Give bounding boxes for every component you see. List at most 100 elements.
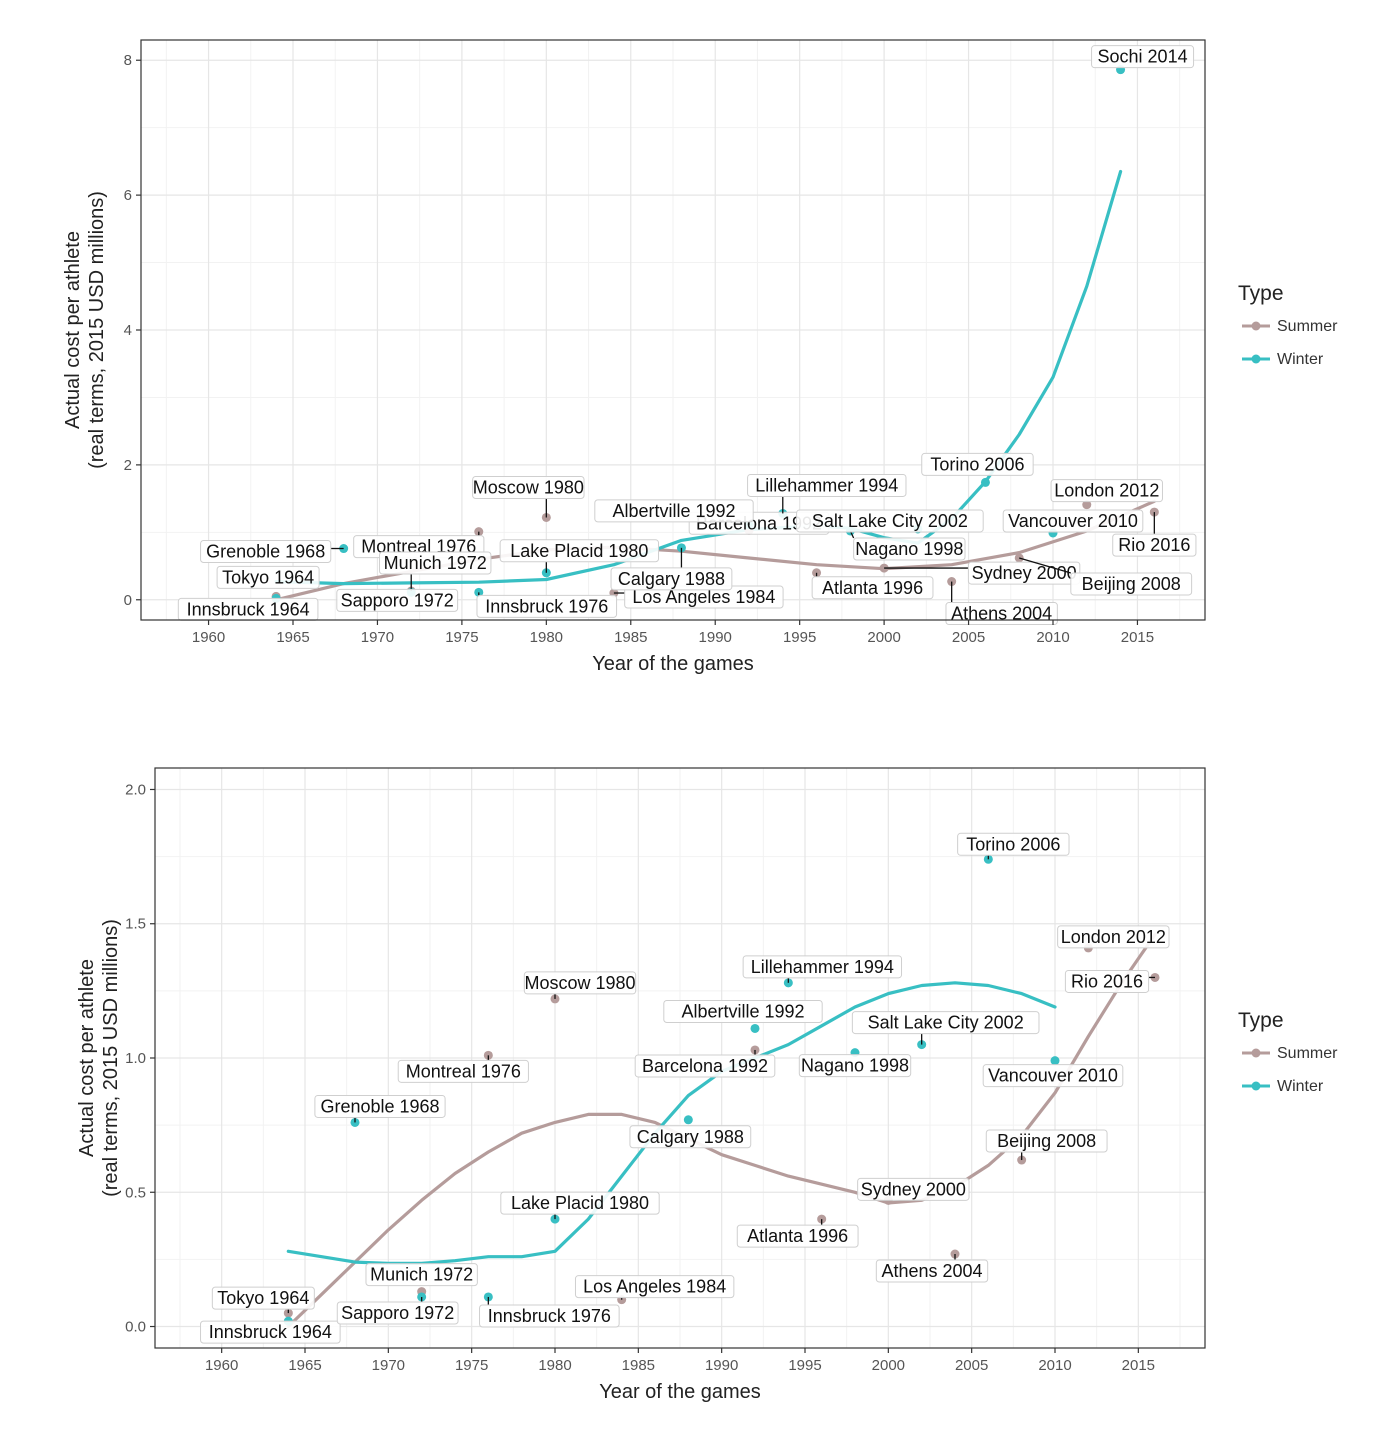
y-tick-label: 2 xyxy=(124,457,132,474)
point-label-sydney-2000: Sydney 2000 xyxy=(861,1179,966,1199)
label-box xyxy=(500,1191,660,1215)
label-box xyxy=(875,1259,989,1283)
point-label-rio-2016: Rio 2016 xyxy=(1118,535,1190,555)
point-label-los-angeles-1984: Los Angeles 1984 xyxy=(583,1277,726,1297)
label-box xyxy=(1091,45,1195,69)
label-box xyxy=(857,1177,970,1201)
x-tick-label: 1970 xyxy=(372,1357,405,1374)
point-label-calgary-1988: Calgary 1988 xyxy=(637,1127,744,1147)
x-tick-label: 1975 xyxy=(445,629,478,646)
point-label-calgary-1988: Calgary 1988 xyxy=(618,569,725,589)
x-tick-label: 1960 xyxy=(205,1357,238,1374)
label-box xyxy=(314,1094,446,1118)
x-tick-label: 1970 xyxy=(361,629,394,646)
point-label-grenoble-1968: Grenoble 1968 xyxy=(320,1096,439,1116)
label-box xyxy=(397,1059,529,1083)
point-vancouver-2010 xyxy=(1050,1056,1060,1066)
point-label-lillehammer-1994: Lillehammer 1994 xyxy=(751,957,894,977)
x-tick-label: 1965 xyxy=(276,629,309,646)
point-label-innsbruck-1964: Innsbruck 1964 xyxy=(209,1322,332,1342)
point-label-atlanta-1996: Atlanta 1996 xyxy=(747,1226,848,1246)
point-label-tokyo-1964: Tokyo 1964 xyxy=(217,1288,309,1308)
x-tick-label: 2015 xyxy=(1122,1357,1155,1374)
label-box xyxy=(736,1224,859,1248)
label-box xyxy=(472,475,585,499)
x-tick-label: 1985 xyxy=(622,1357,655,1374)
x-tick-label: 1965 xyxy=(288,1357,321,1374)
y-axis-title-line1: Actual cost per athlete xyxy=(62,231,84,429)
bottom-chart-panel: Tokyo 1964 Munich 1972 Montreal 1976 Moscow… xyxy=(76,767,1206,1403)
y-tick-label: 1.5 xyxy=(125,916,146,933)
label-connector xyxy=(1019,557,1072,574)
point-label-innsbruck-1976: Innsbruck 1976 xyxy=(488,1306,611,1326)
point-albertville-1992 xyxy=(750,1023,760,1033)
x-tick-label: 2010 xyxy=(1036,629,1069,646)
label-box xyxy=(336,588,459,612)
label-box xyxy=(853,537,966,561)
x-tick-label: 1980 xyxy=(530,629,563,646)
label-box xyxy=(1112,533,1197,557)
label-box xyxy=(851,1011,1040,1035)
label-box xyxy=(634,1054,776,1078)
y-tick-label: 0 xyxy=(124,592,132,609)
x-tick-label: 2010 xyxy=(1038,1357,1071,1374)
label-box xyxy=(336,1301,459,1325)
point-label-lillehammer-1994: Lillehammer 1994 xyxy=(755,475,898,495)
point-label-lake-placid-1980: Lake Placid 1980 xyxy=(510,541,648,561)
point-label-nagano-1998: Nagano 1998 xyxy=(801,1056,909,1076)
legend-title: Type xyxy=(1238,1009,1284,1032)
legend-summer-dot xyxy=(1251,1048,1261,1058)
x-tick-label: 2005 xyxy=(952,629,985,646)
legend-winter-dot xyxy=(1251,1081,1261,1091)
label-box xyxy=(365,1263,478,1287)
y-tick-label: 4 xyxy=(124,322,132,339)
point-label-torino-2006: Torino 2006 xyxy=(966,834,1060,854)
legend-top: Type Summer Winter xyxy=(1238,282,1338,368)
label-box xyxy=(476,594,618,618)
label-box xyxy=(985,1129,1108,1153)
point-label-salt-lake-city-2002: Salt Lake City 2002 xyxy=(868,1013,1024,1033)
point-label-sapporo-1972: Sapporo 1972 xyxy=(341,590,454,610)
point-label-montreal-1976: Montreal 1976 xyxy=(406,1061,521,1081)
x-tick-label: 1990 xyxy=(705,1357,738,1374)
point-label-munich-1972: Munich 1972 xyxy=(370,1265,473,1285)
point-label-sydney-2000: Sydney 2000 xyxy=(972,563,1077,583)
label-box xyxy=(1064,969,1150,993)
y-axis-title-line1: Actual cost per athlete xyxy=(76,959,98,1157)
label-box xyxy=(1057,925,1170,949)
point-label-london-2012: London 2012 xyxy=(1061,927,1166,947)
legend-winter-label: Winter xyxy=(1277,1078,1324,1095)
x-tick-label: 1980 xyxy=(538,1357,571,1374)
point-label-vancouver-2010: Vancouver 2010 xyxy=(988,1066,1118,1086)
label-box xyxy=(594,499,754,523)
point-label-grenoble-1968: Grenoble 1968 xyxy=(206,542,325,562)
label-box xyxy=(742,955,903,979)
y-tick-label: 0.5 xyxy=(125,1184,146,1201)
point-label-athens-2004: Athens 2004 xyxy=(951,604,1052,624)
label-box xyxy=(747,473,907,497)
label-box xyxy=(499,539,660,563)
legend-winter-label: Winter xyxy=(1277,351,1324,368)
y-tick-label: 2.0 xyxy=(125,781,146,798)
label-box xyxy=(811,576,934,600)
point-label-torino-2006: Torino 2006 xyxy=(930,454,1024,474)
x-tick-label: 1975 xyxy=(455,1357,488,1374)
label-box xyxy=(523,971,637,995)
label-box xyxy=(200,1320,341,1344)
x-tick-label: 1995 xyxy=(783,629,816,646)
point-label-salt-lake-city-2002: Salt Lake City 2002 xyxy=(812,511,968,531)
label-box xyxy=(574,1275,735,1299)
point-label-rio-2016: Rio 2016 xyxy=(1071,971,1143,991)
legend-winter-dot xyxy=(1251,354,1261,364)
point-label-london-2012: London 2012 xyxy=(1054,481,1159,501)
point-label-innsbruck-1964: Innsbruck 1964 xyxy=(187,599,310,619)
legend-summer-label: Summer xyxy=(1277,1045,1338,1062)
y-axis-title-line2: (real terms, 2015 USD millions) xyxy=(86,191,108,469)
point-label-beijing-2008: Beijing 2008 xyxy=(1082,574,1181,594)
label-box xyxy=(945,602,1058,626)
point-calgary-1988 xyxy=(683,1115,693,1125)
label-box xyxy=(610,567,733,591)
label-box xyxy=(982,1064,1124,1088)
